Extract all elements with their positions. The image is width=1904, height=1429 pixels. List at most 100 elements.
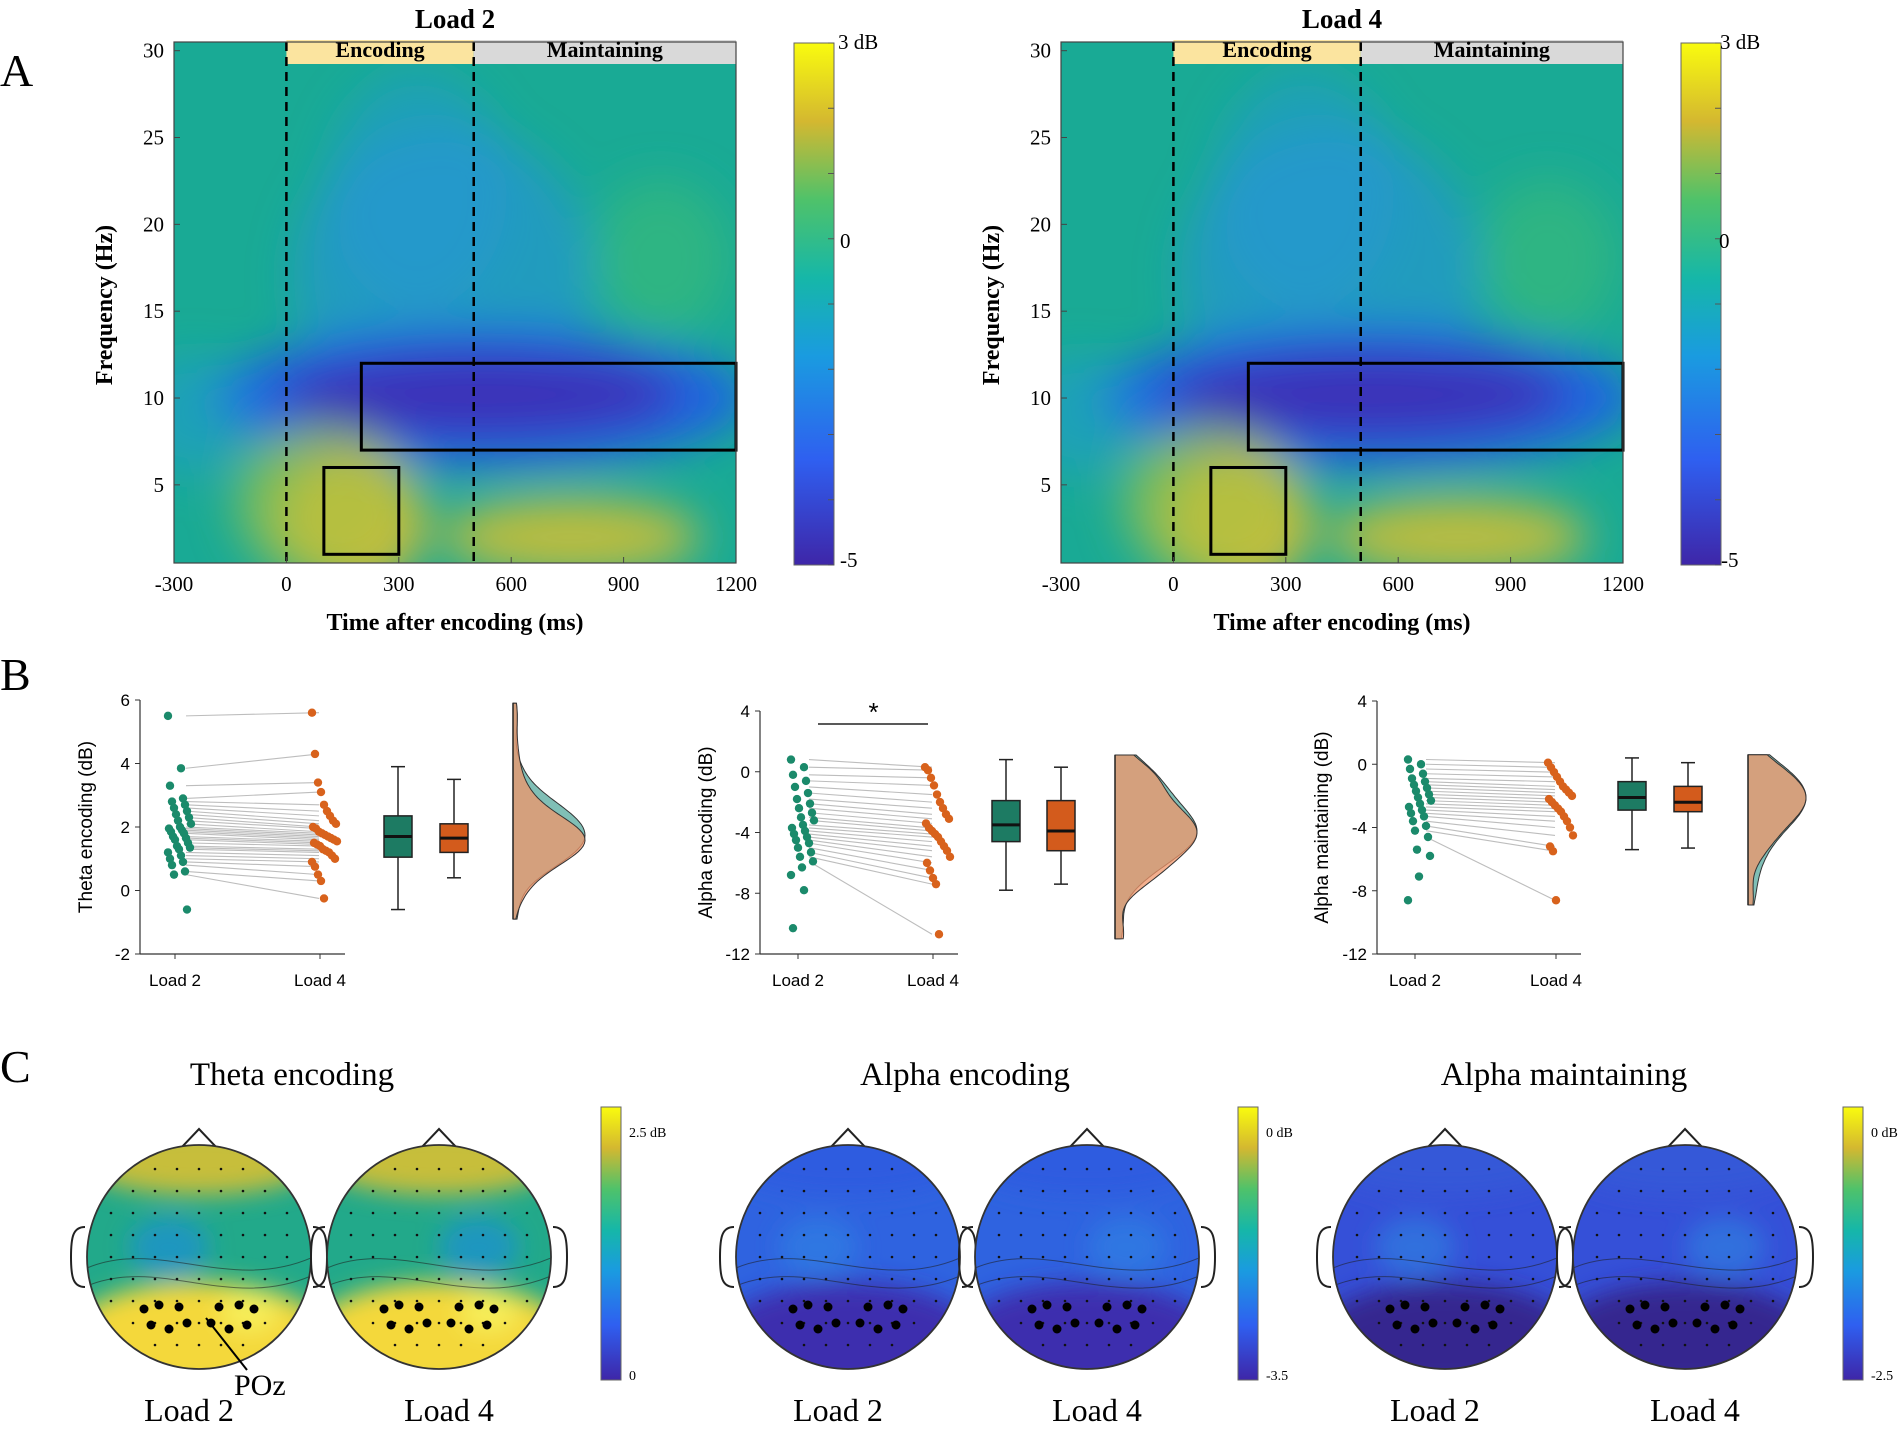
- electrode-dot: [503, 1299, 507, 1303]
- y-tick-label: -8: [735, 884, 750, 903]
- sig-electrode: [414, 1302, 424, 1312]
- load2-point: [1413, 793, 1423, 802]
- electrode-dot: [175, 1255, 179, 1259]
- sig-electrode: [1070, 1318, 1080, 1328]
- electrode-dot: [1595, 1233, 1599, 1237]
- electrode-dot: [1661, 1233, 1665, 1237]
- electrode-dot: [503, 1211, 507, 1215]
- load2-point: [169, 870, 179, 879]
- sig-electrode: [1650, 1324, 1660, 1334]
- electrode-dot: [1063, 1299, 1067, 1303]
- electrode-dot: [1085, 1211, 1089, 1215]
- electrode-dot: [1661, 1211, 1665, 1215]
- sig-electrode: [454, 1302, 464, 1312]
- electrode-dot: [1421, 1255, 1425, 1259]
- sig-electrode: [1470, 1324, 1480, 1334]
- electrode-dot: [1019, 1233, 1023, 1237]
- colorbar-min-label: -5: [1721, 548, 1739, 572]
- electrode-dot: [481, 1277, 485, 1281]
- load2-point: [1410, 826, 1420, 835]
- electrode-dot: [1085, 1299, 1089, 1303]
- topo-contour: [1573, 1257, 1797, 1271]
- encoding-bar: [286, 40, 474, 64]
- y-tick-label: 30: [1030, 39, 1051, 63]
- electrode-dot: [1771, 1211, 1775, 1215]
- electrode-dot: [1617, 1189, 1621, 1193]
- electrode-dot: [997, 1233, 1001, 1237]
- colorbar-max-label: 0 dB: [1871, 1126, 1898, 1141]
- electrode-dot: [1151, 1277, 1155, 1281]
- topo-fill: [736, 1145, 960, 1369]
- tf-overlay: [1060, 40, 1625, 564]
- load2-point: [163, 711, 173, 721]
- electrode-dot: [1749, 1233, 1753, 1237]
- electrode-dot: [1151, 1189, 1155, 1193]
- electrode-dot: [1129, 1189, 1133, 1193]
- electrode-dot: [890, 1189, 894, 1193]
- electrode-dot: [525, 1211, 529, 1215]
- electrode-dot: [758, 1255, 762, 1259]
- electrode-dot: [802, 1277, 806, 1281]
- ear-left: [309, 1226, 326, 1288]
- electrode-dot: [1107, 1255, 1111, 1259]
- electrode-dot: [1019, 1255, 1023, 1259]
- pair-line: [1425, 777, 1556, 783]
- electrode-dot: [912, 1233, 916, 1237]
- electrode-dot: [459, 1277, 463, 1281]
- electrode-dot: [868, 1167, 872, 1171]
- load2-point: [1420, 777, 1430, 786]
- electrode-dot: [934, 1233, 938, 1237]
- electrode-dot: [1085, 1343, 1089, 1347]
- electrode-dot: [1399, 1299, 1403, 1303]
- density-load4: [1114, 754, 1198, 940]
- load4-point: [310, 862, 320, 871]
- electrode-dot: [758, 1299, 762, 1303]
- load4-point: [331, 819, 341, 829]
- sig-electrode: [1700, 1302, 1710, 1312]
- sig-electrode: [1692, 1318, 1702, 1328]
- electrode-dot: [1465, 1211, 1469, 1215]
- electrode-dot: [868, 1211, 872, 1215]
- sig-electrode: [1392, 1320, 1402, 1330]
- pair-line: [185, 804, 320, 812]
- electrode-dot: [109, 1277, 113, 1281]
- electrode-dot: [153, 1299, 157, 1303]
- tf-blob-alpha-core: [1168, 352, 1569, 437]
- load4-point: [1565, 823, 1575, 832]
- pair-line: [808, 759, 933, 768]
- electrode-dot: [1683, 1343, 1687, 1347]
- y-tick-label: 0: [121, 882, 130, 901]
- electrode-dot: [1683, 1211, 1687, 1215]
- load2-point: [1417, 805, 1427, 815]
- y-tick-label: 25: [143, 126, 164, 150]
- pair-line: [808, 856, 933, 885]
- electrode-dot: [153, 1211, 157, 1215]
- colorbar-frame: [1842, 1106, 1864, 1381]
- sig-electrode: [1034, 1320, 1044, 1330]
- x-tick-label: 0: [1168, 572, 1179, 596]
- electrode-dot: [824, 1343, 828, 1347]
- electrode-dot: [1399, 1189, 1403, 1193]
- topo-frontal: [736, 1145, 960, 1195]
- electrode-dot: [1063, 1343, 1067, 1347]
- sig-electrode: [1094, 1318, 1104, 1328]
- electrode-dot: [1465, 1255, 1469, 1259]
- sig-electrode: [873, 1324, 883, 1334]
- pair-line: [185, 864, 320, 876]
- electrode-dot: [371, 1299, 375, 1303]
- electrode-dot: [131, 1211, 135, 1215]
- y-ticks: 5 10 15 20 25 30: [1030, 39, 1051, 497]
- electrode-dot: [263, 1189, 267, 1193]
- electrode-dot: [1487, 1255, 1491, 1259]
- electrode-dot: [1727, 1343, 1731, 1347]
- load4-point: [1548, 847, 1558, 856]
- y-tick-label: 10: [143, 386, 164, 410]
- electrode-dot: [175, 1211, 179, 1215]
- sig-electrode: [164, 1324, 174, 1334]
- sig-electrode: [234, 1300, 244, 1310]
- electrode-dot: [1129, 1277, 1133, 1281]
- electrode-dot: [1151, 1299, 1155, 1303]
- pair-line: [1425, 836, 1556, 901]
- x-category-label: Load 2: [1389, 971, 1441, 990]
- topo-contour: [87, 1275, 311, 1289]
